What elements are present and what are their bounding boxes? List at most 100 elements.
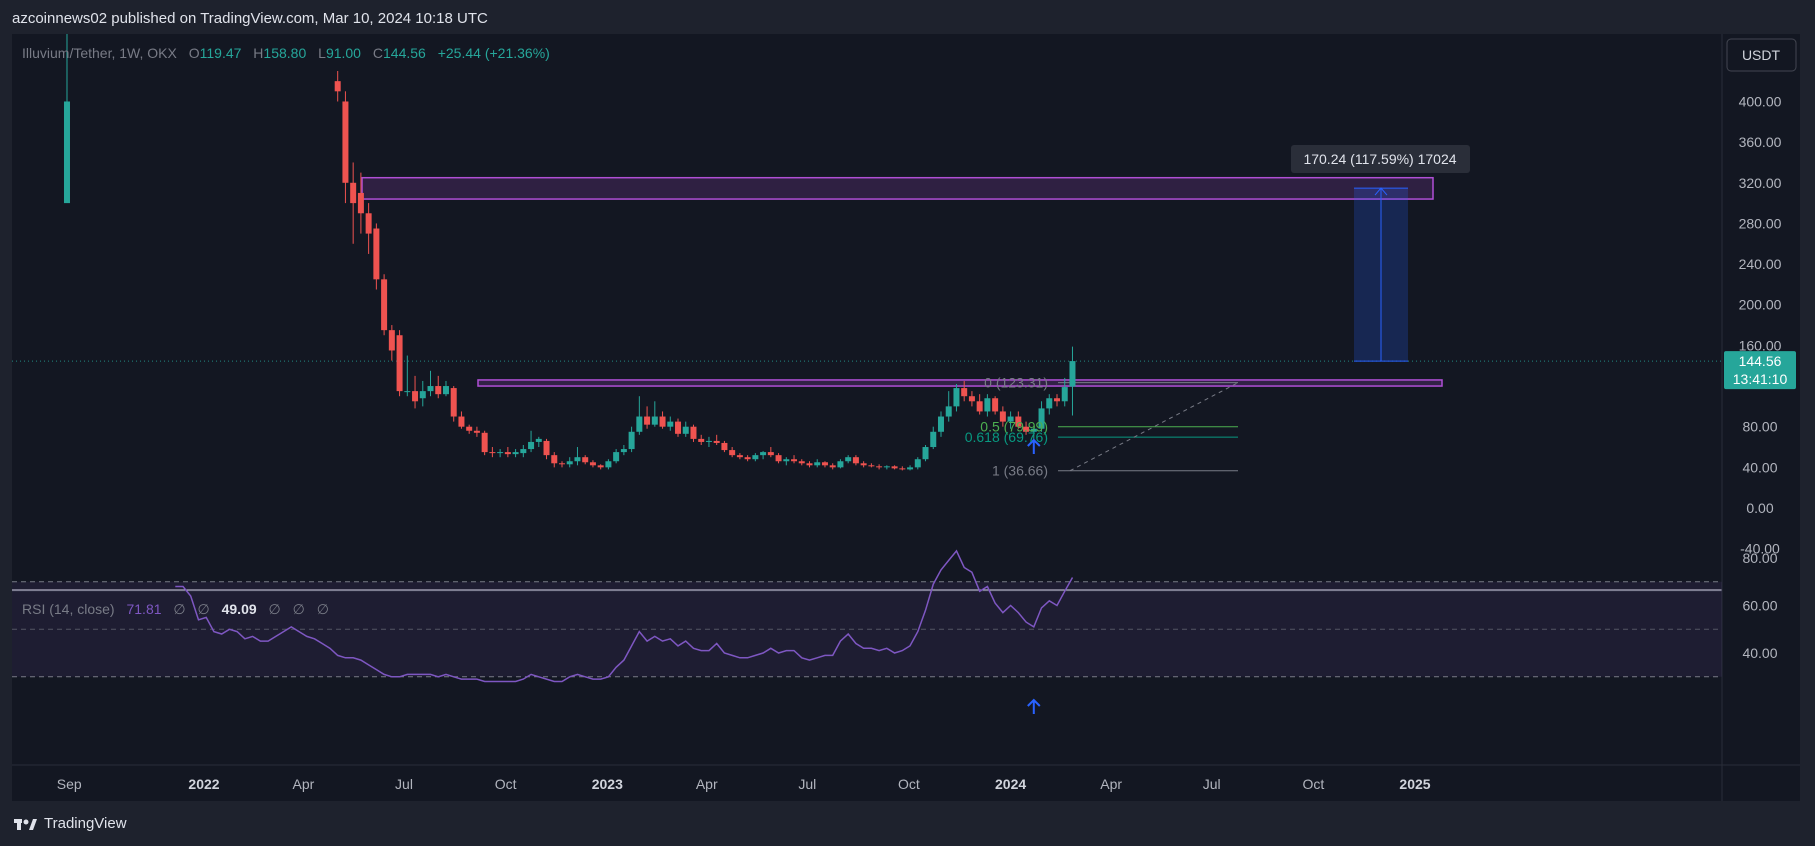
candle-body[interactable]	[334, 81, 341, 92]
candle-body[interactable]	[783, 459, 790, 462]
candle-body[interactable]	[744, 457, 751, 460]
candle-body[interactable]	[914, 459, 921, 468]
candle-body[interactable]	[953, 388, 960, 407]
candle-body[interactable]	[620, 449, 627, 453]
candle-body[interactable]	[551, 455, 558, 464]
candle-body[interactable]	[427, 386, 434, 392]
candle-body[interactable]	[767, 452, 774, 456]
candle-body[interactable]	[350, 182, 357, 204]
candle-body[interactable]	[381, 279, 388, 331]
candle-body[interactable]	[821, 462, 828, 466]
candle-body[interactable]	[582, 457, 589, 463]
candle-body[interactable]	[930, 431, 937, 448]
candle-body[interactable]	[1054, 398, 1061, 402]
candle-body[interactable]	[1069, 361, 1076, 387]
candle-body[interactable]	[961, 388, 968, 397]
candle-body[interactable]	[644, 416, 651, 425]
candle-body[interactable]	[388, 330, 395, 351]
resistance-zone[interactable]	[361, 176, 1434, 200]
candle-body[interactable]	[837, 461, 844, 468]
candle-body[interactable]	[1046, 398, 1053, 409]
candle-body[interactable]	[342, 101, 349, 183]
candle-body[interactable]	[690, 426, 697, 439]
candle-body[interactable]	[775, 455, 782, 462]
candle-body[interactable]	[489, 452, 496, 454]
candle-body[interactable]	[860, 463, 867, 466]
candle-body[interactable]	[721, 442, 728, 451]
candle-body[interactable]	[605, 461, 612, 468]
candle-body[interactable]	[659, 416, 666, 427]
candle-body[interactable]	[512, 452, 519, 455]
candle-body[interactable]	[651, 416, 658, 425]
candle-body[interactable]	[713, 440, 720, 443]
candle-body[interactable]	[945, 406, 952, 417]
candle-body[interactable]	[543, 440, 550, 456]
candle-body[interactable]	[466, 426, 473, 431]
candle-body[interactable]	[613, 452, 620, 462]
candle-body[interactable]	[520, 449, 527, 454]
candle-body[interactable]	[404, 391, 411, 393]
candle-body[interactable]	[574, 457, 581, 462]
candle-body[interactable]	[791, 459, 798, 462]
candle-body[interactable]	[589, 462, 596, 466]
candle-body[interactable]	[868, 465, 875, 467]
candle-body[interactable]	[412, 391, 419, 402]
candle-body[interactable]	[937, 416, 944, 432]
currency-button-label[interactable]: USDT	[1742, 47, 1781, 63]
candle-body[interactable]	[396, 335, 403, 392]
currency-button[interactable]	[1726, 38, 1797, 72]
candle-body[interactable]	[798, 461, 805, 464]
candle-body[interactable]	[535, 438, 542, 442]
candle-body[interactable]	[1015, 416, 1022, 427]
support-zone[interactable]	[477, 379, 1443, 387]
candle-body[interactable]	[852, 457, 859, 464]
candle-body[interactable]	[1061, 387, 1068, 402]
candle-body[interactable]	[365, 213, 372, 234]
candle-body[interactable]	[806, 463, 813, 466]
candle-body[interactable]	[845, 457, 852, 462]
rsi-line[interactable]	[175, 549, 1074, 683]
candle-body[interactable]	[450, 388, 457, 417]
candle-body[interactable]	[435, 386, 442, 395]
candle-body[interactable]	[760, 452, 767, 456]
candle-body[interactable]	[1007, 416, 1014, 422]
candle-body[interactable]	[968, 396, 975, 402]
candle-body[interactable]	[1030, 428, 1037, 432]
candle-body[interactable]	[899, 468, 906, 470]
candle-body[interactable]	[922, 447, 929, 460]
candle-body[interactable]	[667, 421, 674, 427]
candle-body[interactable]	[682, 426, 689, 434]
candle-body[interactable]	[558, 463, 565, 465]
candle-body[interactable]	[497, 452, 504, 454]
candle-body[interactable]	[636, 416, 643, 432]
candle-body[interactable]	[442, 386, 449, 395]
candle-body[interactable]	[698, 438, 705, 442]
candle-body[interactable]	[373, 228, 380, 280]
candle-body[interactable]	[729, 450, 736, 456]
candle-body[interactable]	[597, 465, 604, 468]
rsi-legend[interactable]: RSI (14, close) 71.81 ∅ ∅ 49.09 ∅ ∅ ∅	[22, 601, 329, 617]
candle-body[interactable]	[504, 452, 511, 455]
candle-body[interactable]	[675, 421, 682, 434]
candle-body[interactable]	[907, 467, 914, 470]
candle-body[interactable]	[628, 431, 635, 450]
candle-body[interactable]	[705, 440, 712, 442]
candle-body[interactable]	[829, 465, 836, 468]
candle-body[interactable]	[883, 466, 890, 468]
candle-body[interactable]	[999, 411, 1006, 422]
candle-body[interactable]	[814, 462, 821, 466]
candle-body[interactable]	[736, 455, 743, 458]
candle-body[interactable]	[984, 398, 991, 412]
candle-body[interactable]	[992, 398, 999, 412]
candle-body[interactable]	[63, 101, 70, 204]
candle-body[interactable]	[891, 466, 898, 469]
candle-body[interactable]	[976, 401, 983, 412]
candle-body[interactable]	[528, 441, 535, 450]
candle-body[interactable]	[458, 416, 465, 427]
candle-body[interactable]	[1023, 426, 1030, 432]
tradingview-brand[interactable]: TradingView	[14, 815, 127, 832]
candle-body[interactable]	[473, 430, 480, 433]
candle-body[interactable]	[752, 455, 759, 460]
candle-body[interactable]	[566, 461, 573, 465]
